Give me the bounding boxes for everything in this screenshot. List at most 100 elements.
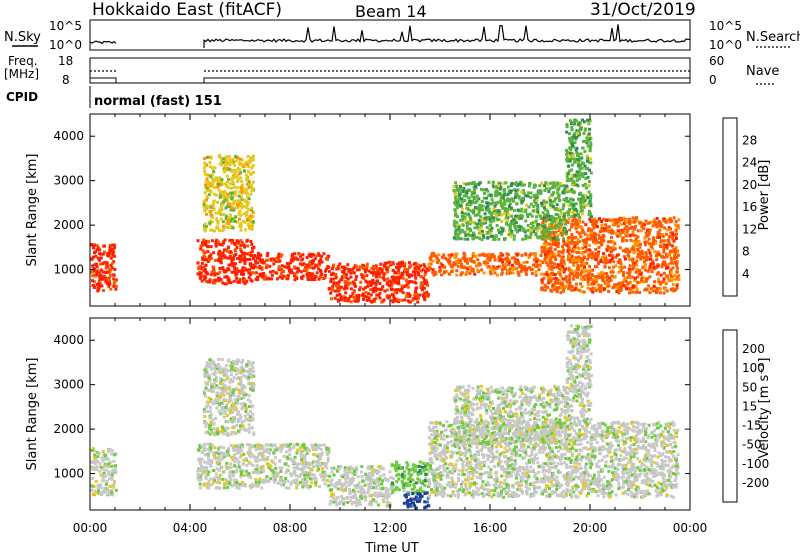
- data-cell: [619, 222, 623, 226]
- noise-tick-right-top: 10^5: [709, 19, 742, 33]
- data-cell: [486, 257, 490, 261]
- data-cell: [658, 228, 662, 232]
- data-cell: [542, 228, 546, 232]
- data-cell: [500, 195, 504, 198]
- data-cell: [583, 232, 587, 236]
- data-cell: [584, 193, 587, 197]
- data-cell: [650, 267, 654, 270]
- data-cell: [640, 249, 644, 253]
- data-cell: [334, 498, 338, 502]
- data-cell: [657, 251, 661, 255]
- data-cell: [662, 217, 666, 221]
- data-cell: [242, 461, 246, 465]
- data-cell: [460, 218, 464, 222]
- data-cell: [572, 203, 576, 207]
- data-cell: [251, 215, 255, 219]
- data-cell: [435, 256, 439, 260]
- data-cell: [212, 266, 216, 270]
- data-cell: [559, 259, 563, 263]
- data-cell: [236, 269, 240, 273]
- data-cell: [550, 193, 554, 197]
- data-cell: [207, 486, 211, 490]
- data-cell: [310, 443, 314, 447]
- data-cell: [99, 473, 103, 477]
- data-cell: [294, 474, 298, 478]
- data-cell: [561, 283, 565, 287]
- noise-tick-right-bottom: 10^0: [709, 38, 742, 52]
- data-cell: [416, 273, 420, 277]
- data-cell: [572, 264, 576, 267]
- data-cell: [210, 213, 214, 217]
- data-cell: [463, 230, 467, 234]
- data-cell: [559, 225, 563, 229]
- data-cell: [108, 267, 112, 271]
- data-cell: [623, 221, 626, 225]
- data-cell: [426, 293, 430, 297]
- data-cell: [262, 277, 266, 281]
- data-cell: [212, 179, 216, 183]
- data-cell: [562, 215, 566, 219]
- data-cell: [565, 190, 569, 194]
- data-cell: [108, 250, 112, 254]
- data-cell: [585, 203, 589, 207]
- data-cell: [516, 194, 520, 198]
- data-cell: [495, 209, 498, 213]
- data-cell: [345, 495, 349, 499]
- data-cell: [316, 463, 319, 467]
- data-cell: [323, 273, 327, 277]
- data-cell: [631, 246, 635, 250]
- data-cell: [483, 192, 487, 195]
- data-cell: [501, 253, 505, 257]
- data-cell: [662, 248, 666, 252]
- data-cell: [196, 469, 200, 473]
- data-cell: [241, 444, 245, 447]
- data-cell: [635, 263, 639, 267]
- data-cell: [362, 287, 365, 291]
- data-cell: [255, 459, 259, 463]
- data-cell: [311, 272, 314, 276]
- data-cell: [238, 260, 242, 264]
- data-cell: [459, 218, 463, 222]
- data-cell: [247, 217, 251, 221]
- data-cell: [557, 279, 561, 283]
- data-cell: [667, 218, 670, 222]
- data-cell: [561, 245, 564, 249]
- data-cell: [628, 276, 632, 280]
- data-cell: [577, 225, 581, 229]
- data-cell: [616, 234, 620, 238]
- data-cell: [631, 290, 635, 294]
- data-cell: [256, 266, 260, 270]
- data-cell: [644, 219, 648, 223]
- data-cell: [299, 452, 303, 456]
- data-cell: [506, 257, 509, 261]
- data-cell: [665, 246, 669, 250]
- data-cell: [429, 262, 433, 266]
- data-cell: [258, 444, 262, 448]
- data-cell: [108, 273, 112, 277]
- data-cell: [547, 214, 550, 218]
- data-cell: [296, 257, 300, 261]
- data-cell: [216, 479, 220, 482]
- data-cell: [582, 290, 586, 294]
- data-cell: [349, 287, 353, 291]
- data-cell: [331, 483, 334, 487]
- data-cell: [579, 163, 583, 167]
- data-cell: [428, 266, 432, 270]
- data-cell: [605, 248, 609, 252]
- data-cell: [224, 206, 228, 210]
- data-cell: [421, 288, 424, 292]
- data-cell: [91, 255, 95, 259]
- data-cell: [233, 460, 237, 464]
- data-cell: [505, 215, 509, 219]
- data-cell: [316, 460, 320, 463]
- data-cell: [285, 443, 289, 446]
- data-cell: [492, 185, 496, 189]
- data-cell: [566, 249, 570, 252]
- data-cell: [579, 201, 583, 205]
- data-cell: [104, 279, 108, 283]
- data-cell: [522, 191, 526, 195]
- data-cell: [581, 275, 585, 279]
- data-cell: [250, 189, 254, 193]
- data-cell: [307, 278, 310, 281]
